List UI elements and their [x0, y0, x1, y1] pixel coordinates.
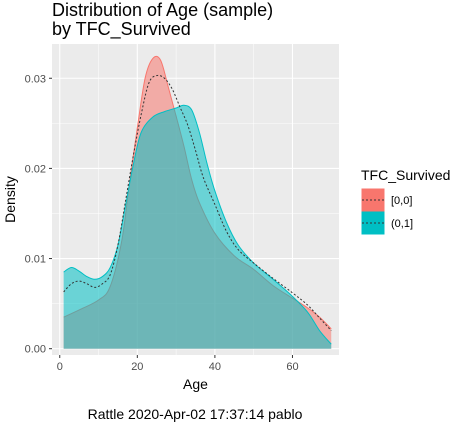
y-tick-label: 0.01: [25, 254, 46, 266]
chart-title-line-2: by TFC_Survived: [52, 19, 191, 40]
chart-title-line-1: Distribution of Age (sample): [52, 0, 273, 20]
axes: 0 20 40 60 0.00 0.01 0.02 0.03: [25, 73, 299, 373]
y-tick-label: 0.03: [25, 73, 46, 85]
legend-key-2: [361, 211, 385, 235]
caption: Rattle 2020-Apr-02 17:37:14 pablo: [88, 406, 303, 422]
x-tick-label: 40: [209, 361, 221, 373]
y-tick-label: 0.00: [25, 344, 46, 356]
overall-density: [63, 74, 332, 331]
legend-label-2: (0,1]: [391, 218, 413, 230]
legend-key-1: [361, 188, 385, 212]
legend-title: TFC_Survived: [361, 167, 450, 183]
x-tick-label: 60: [286, 361, 298, 373]
density-line-2: [63, 104, 332, 345]
y-axis-title: Density: [2, 176, 18, 223]
x-tick-label: 20: [131, 361, 143, 373]
x-tick-label: 0: [57, 361, 63, 373]
density-area-2: [63, 105, 332, 349]
legend: TFC_Survived [0,0] (0,1]: [361, 167, 450, 235]
density-areas: [63, 55, 332, 349]
y-tick-label: 0.02: [25, 163, 46, 175]
legend-label-1: [0,0]: [391, 195, 412, 207]
x-axis-title: Age: [183, 376, 208, 392]
overall-density-line: [63, 74, 332, 331]
